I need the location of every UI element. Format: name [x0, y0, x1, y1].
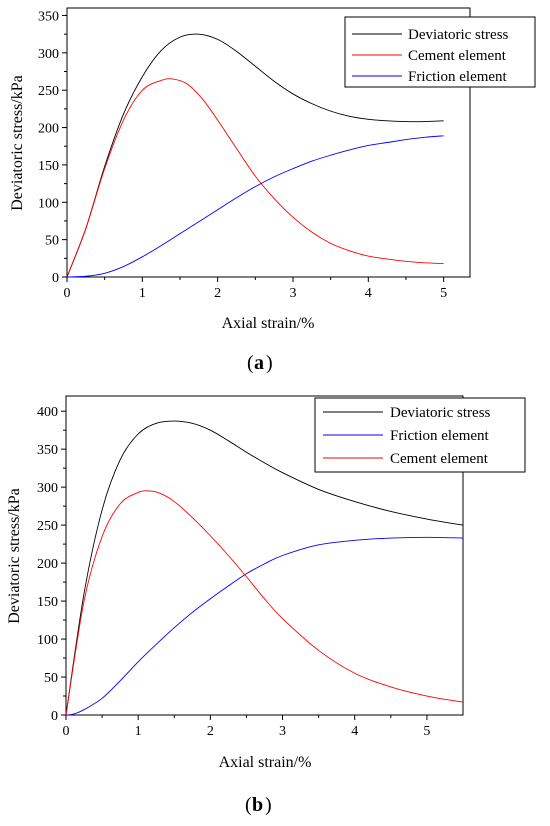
panel-a-x-axis-label: Axial strain/%: [222, 315, 315, 332]
panel-a-x-tick-label-3: 3: [289, 286, 296, 301]
panel-b-x-tick-label-1: 1: [135, 724, 142, 739]
panel-a-x-tick-label-2: 2: [214, 286, 221, 301]
panel-b-y-tick-label-4: 200: [37, 557, 58, 572]
panel-a-caption: ( a ): [247, 352, 273, 374]
panel-b-x-tick-label-4: 4: [351, 724, 358, 739]
panel-b-series-line-0: [65, 420, 464, 716]
panel-a-caption-letter: a: [254, 352, 264, 374]
panel-a-legend: Deviatoric stress Cement element Frictio…: [344, 16, 536, 88]
panel-b-y-tick-label-6: 300: [37, 481, 58, 496]
panel-a-series-line-0: [66, 33, 444, 278]
panel-a-y-tick-label-5: 250: [38, 84, 59, 99]
panel-a-y-tick-label-3: 150: [38, 159, 59, 174]
panel-a-y-tick-label-0: 0: [52, 271, 59, 286]
panel-a-x-tick-label-0: 0: [64, 286, 71, 301]
panel-b-x-tick-label-3: 3: [279, 724, 286, 739]
panel-b-legend-label-1: Friction element: [390, 428, 490, 444]
panel-a-plot-frame: [66, 7, 471, 278]
panel-b-y-tick-label-0: 0: [51, 709, 58, 724]
panel-b-y-axis: 0 50 100 150 200 250 300 350 400: [37, 405, 66, 724]
panel-b-y-tick-label-3: 150: [37, 595, 58, 610]
panel-a-y-axis: 0 50 100 150 200 250 300 350: [38, 9, 67, 286]
panel-b-caption-letter: b: [252, 794, 263, 816]
panel-b-y-tick-label-1: 50: [44, 671, 58, 686]
panel-a-chart: 0 1 2 3 4 5 0 50 100 150 200 250 300 350 Axial strai…: [9, 7, 536, 374]
panel-b-legend: Deviatoric stress Friction element Cemen…: [314, 397, 526, 473]
panel-a-x-axis: 0 1 2 3 4 5: [64, 277, 447, 301]
panel-b-x-axis: 0 1 2 3 4 5: [63, 715, 430, 739]
panel-a-legend-box: [344, 16, 536, 88]
panel-a-y-tick-label-2: 100: [38, 196, 59, 211]
panel-b-legend-label-0: Deviatoric stress: [390, 405, 491, 421]
panel-a-y-tick-label-6: 300: [38, 47, 59, 62]
panel-a-caption-close: ): [266, 352, 273, 374]
panel-a-series-layer: [66, 33, 444, 278]
panel-b-legend-label-2: Cement element: [390, 451, 489, 467]
panel-b-x-tick-label-2: 2: [207, 724, 214, 739]
panel-b-y-axis-label: Deviatoric stress/kPa: [6, 488, 23, 624]
panel-a-series-line-2: [66, 135, 444, 278]
panel-b-chart: 0 1 2 3 4 5 0 50 100 150 200 250 300 350 400 Axial st…: [6, 395, 526, 816]
panel-b-caption-open: (: [245, 794, 252, 816]
panel-b-y-tick-label-8: 400: [37, 405, 58, 420]
panel-b-caption-close: ): [265, 794, 272, 816]
panel-a-y-axis-label: Deviatoric stress/kPa: [9, 75, 26, 211]
panel-b-y-tick-label-7: 350: [37, 443, 58, 458]
panel-a-caption-open: (: [247, 352, 254, 374]
panel-b-x-tick-label-0: 0: [63, 724, 70, 739]
panel-a-y-tick-label-1: 50: [45, 234, 59, 249]
panel-a-legend-label-2: Friction element: [408, 69, 508, 85]
panel-b-y-tick-label-2: 100: [37, 633, 58, 648]
panel-b-caption: ( b ): [245, 794, 272, 816]
panel-a-legend-label-1: Cement element: [408, 48, 507, 64]
panel-a-y-tick-label-4: 200: [38, 122, 59, 137]
panel-b-y-tick-label-5: 250: [37, 519, 58, 534]
panel-b-plot-frame: [65, 395, 464, 716]
panel-b-x-axis-label: Axial strain/%: [219, 754, 312, 771]
panel-b-series-layer: [65, 420, 464, 716]
panel-b-series-line-2: [65, 490, 464, 716]
panel-a-legend-label-0: Deviatoric stress: [408, 27, 509, 43]
panel-b-series-line-1: [65, 536, 464, 716]
panel-b-x-tick-label-5: 5: [423, 724, 430, 739]
panel-a-series-line-1: [66, 78, 444, 278]
panel-a-x-tick-label-5: 5: [440, 286, 447, 301]
panel-a-x-tick-label-1: 1: [139, 286, 146, 301]
panel-a-y-tick-label-7: 350: [38, 9, 59, 24]
panel-a-x-tick-label-4: 4: [365, 286, 372, 301]
